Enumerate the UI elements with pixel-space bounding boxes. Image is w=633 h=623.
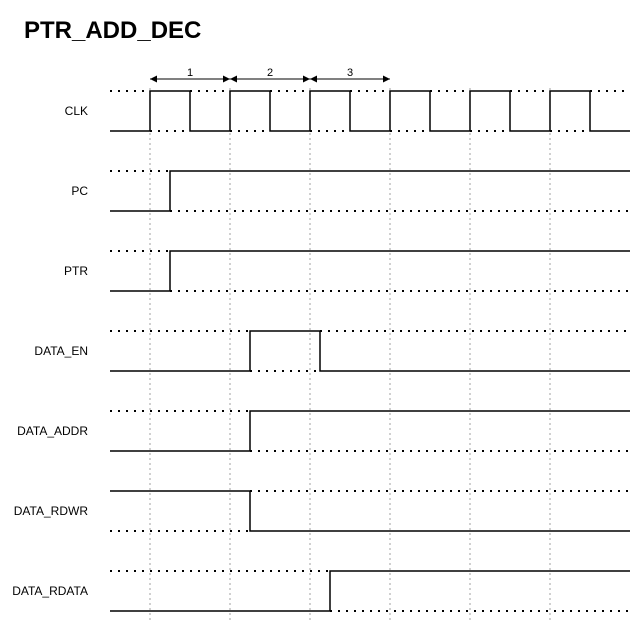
signal-label: PC — [71, 184, 88, 198]
cycle-label: 3 — [347, 67, 353, 79]
signal-label: DATA_RDWR — [14, 504, 89, 518]
arrow-right-icon — [223, 75, 230, 83]
waveform-trace — [110, 570, 630, 612]
signal-label: DATA_RDATA — [12, 584, 88, 598]
cycle-label: 1 — [187, 67, 193, 79]
cycle-marker: 3 — [310, 67, 390, 83]
diagram-title: PTR_ADD_DEC — [24, 17, 201, 44]
signal-label: DATA_ADDR — [17, 424, 88, 438]
signal-label: PTR — [64, 264, 88, 278]
cycle-markers: 1 2 3 — [150, 67, 390, 83]
signal-row-data-rdata: DATA_RDATA — [12, 570, 630, 612]
cycle-marker: 1 — [150, 67, 230, 83]
signal-row-data-rdwr: DATA_RDWR — [14, 490, 630, 532]
signal-rows: CLK PC PTR DATA_EN DATA_ADDR DATA_RDWR DATA_RD… — [12, 90, 630, 612]
cycle-marker: 2 — [230, 67, 310, 83]
waveform-trace — [110, 490, 630, 532]
arrow-right-icon — [383, 75, 390, 83]
waveform-trace — [110, 330, 630, 372]
waveform-trace — [110, 410, 630, 452]
arrow-left-icon — [310, 75, 317, 83]
signal-label: CLK — [65, 104, 88, 118]
signal-row-pc: PC — [71, 170, 630, 212]
arrow-left-icon — [230, 75, 237, 83]
arrow-left-icon — [150, 75, 157, 83]
waveform-trace — [110, 170, 630, 212]
signal-row-clk: CLK — [65, 90, 630, 132]
signal-row-data-en: DATA_EN — [34, 330, 630, 372]
cycle-label: 2 — [267, 67, 273, 79]
waveform-trace — [110, 90, 630, 132]
signal-row-ptr: PTR — [64, 250, 630, 292]
vertical-guides — [149, 88, 551, 620]
arrow-right-icon — [303, 75, 310, 83]
signal-label: DATA_EN — [34, 344, 88, 358]
signal-row-data-addr: DATA_ADDR — [17, 410, 630, 452]
waveform-trace — [110, 250, 630, 292]
